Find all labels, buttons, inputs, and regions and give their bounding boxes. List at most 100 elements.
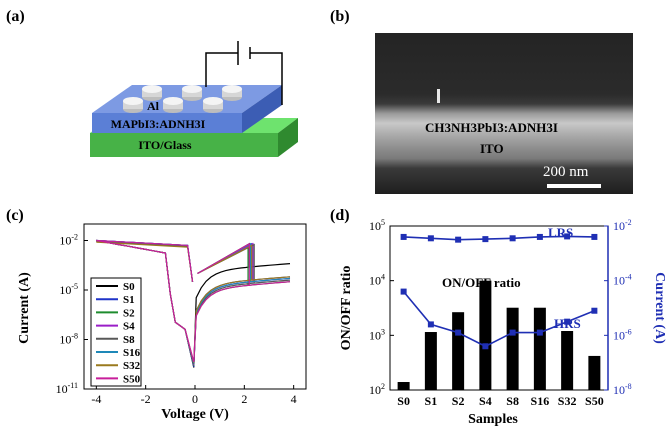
marker-hrs xyxy=(455,329,462,336)
legend-label: S4 xyxy=(123,321,135,333)
sem-ito-label: ITO xyxy=(480,141,504,156)
marker-hrs xyxy=(564,318,571,325)
x-tick-label: -4 xyxy=(91,392,101,406)
legend-label: S2 xyxy=(123,307,135,319)
marker-hrs xyxy=(509,329,516,336)
x-tick-label: S8 xyxy=(506,394,519,408)
marker-lrs xyxy=(400,233,407,240)
iv-curve-lrs xyxy=(96,241,253,282)
sem-image: CH3NH3PbI3:ADNH3I ITO 200 nm xyxy=(375,33,633,194)
y-tick-label-right: 10-6 xyxy=(613,327,632,342)
marker-lrs xyxy=(564,233,571,240)
line-hrs xyxy=(402,291,595,348)
x-tick-label: 0 xyxy=(192,392,198,406)
panel-label-a: (a) xyxy=(6,8,25,25)
legend-label: S8 xyxy=(123,334,135,346)
x-tick-label: S0 xyxy=(397,394,410,408)
y-tick-label-left: 105 xyxy=(369,218,385,233)
y-tick-label-left: 104 xyxy=(369,273,385,288)
marker-lrs xyxy=(427,235,434,242)
marker-hrs xyxy=(427,321,434,328)
substrate-side xyxy=(278,118,298,157)
y-tick-label: 10-5 xyxy=(59,282,78,297)
y-tick-label-left: 103 xyxy=(369,327,385,342)
y-tick-label: 10-2 xyxy=(59,233,78,248)
scale-bar-label: 200 nm xyxy=(543,164,589,180)
legend-label: S50 xyxy=(123,373,141,385)
bar-s1 xyxy=(424,332,437,390)
electrode-dots xyxy=(123,85,242,113)
x-tick-label: S2 xyxy=(452,394,465,408)
y-tick-label: 10-8 xyxy=(59,332,78,347)
annotation-onoff: ON/OFF ratio xyxy=(442,275,521,290)
bar-s8 xyxy=(506,307,519,390)
x-tick-label: S16 xyxy=(531,394,550,408)
bars xyxy=(397,280,601,390)
marker-hrs xyxy=(482,343,489,350)
iv-curves xyxy=(96,239,291,368)
annotation-lrs: LRS xyxy=(548,225,573,240)
sem-layer-label: CH3NH3PbI3:ADNH3I xyxy=(425,120,558,135)
x-axis-label: Samples xyxy=(468,412,518,427)
scale-bar xyxy=(547,184,601,188)
iv-curve-lrs xyxy=(96,239,250,286)
plot-frame-left xyxy=(389,225,609,391)
bar-s50 xyxy=(588,355,601,390)
active-layer-side xyxy=(242,85,282,133)
marker-hrs xyxy=(536,329,543,336)
bar-s16 xyxy=(533,307,546,390)
legend-label: S1 xyxy=(123,294,135,306)
axis-ticks: -4 -2 0 2 4 10-2 10-5 10-8 10-11 xyxy=(56,233,297,407)
x-tick-label: S32 xyxy=(558,394,577,408)
legend-label: S16 xyxy=(123,347,141,359)
axis-ticks: S0 S1 S2 S4 S8 S16 S32 S50 102 103 104 105 10-2 10-4 1… xyxy=(369,218,632,408)
annotation-hrs: HRS xyxy=(554,316,581,331)
panel-label-b: (b) xyxy=(330,8,350,25)
panel-label-c: (c) xyxy=(6,207,24,224)
legend-label: S0 xyxy=(123,281,135,293)
x-tick-label: S50 xyxy=(585,394,604,408)
wire-left xyxy=(205,52,238,87)
wire-right xyxy=(250,52,283,105)
iv-chart: -4 -2 0 2 4 10-2 10-5 10-8 10-11 Voltage (V) Cur… xyxy=(17,223,307,422)
active-layer-label: MAPbI3:ADNH3I xyxy=(111,117,206,131)
marker-lrs xyxy=(482,236,489,243)
y-axis-label-right: Current (A) xyxy=(652,272,667,344)
legend-label: S32 xyxy=(123,360,141,372)
x-tick-label: S4 xyxy=(479,394,492,408)
substrate-front xyxy=(90,133,278,157)
marker-hrs xyxy=(400,288,407,295)
y-tick-label-left: 102 xyxy=(369,382,385,397)
panel-label-d: (d) xyxy=(330,207,350,224)
marker-hrs xyxy=(591,307,598,314)
marker-lrs xyxy=(536,233,543,240)
marker-lrs xyxy=(455,236,462,243)
current-lines xyxy=(400,233,598,350)
marker-lrs xyxy=(591,233,598,240)
sem-spike xyxy=(437,89,440,103)
iv-curve-lrs xyxy=(96,240,255,284)
y-tick-label: 10-11 xyxy=(56,381,78,396)
y-tick-label-right: 10-8 xyxy=(613,382,632,397)
y-tick-label-right: 10-4 xyxy=(613,273,632,288)
device-schematic: Al MAPbI3:ADNH3I ITO/Glass xyxy=(90,41,298,157)
bar-s2 xyxy=(452,312,465,390)
substrate-label: ITO/Glass xyxy=(138,138,191,152)
x-tick-label: -2 xyxy=(141,392,151,406)
onoff-chart: S0 S1 S2 S4 S8 S16 S32 S50 102 103 104 105 10-2 10-4 1… xyxy=(339,218,667,427)
marker-lrs xyxy=(509,235,516,242)
legend-box xyxy=(90,277,142,387)
y-axis-label: Current (A) xyxy=(17,272,32,344)
y-tick-label-right: 10-2 xyxy=(613,218,632,233)
x-axis-label: Voltage (V) xyxy=(161,407,229,422)
bar-s4 xyxy=(479,280,492,390)
x-tick-label: S1 xyxy=(425,394,438,408)
bar-s32 xyxy=(561,331,574,390)
line-lrs xyxy=(403,235,595,241)
x-tick-label: 2 xyxy=(241,392,247,406)
y-axis-label-left: ON/OFF ratio xyxy=(339,266,354,351)
x-tick-label: 4 xyxy=(291,392,297,406)
iv-curve xyxy=(96,239,291,362)
